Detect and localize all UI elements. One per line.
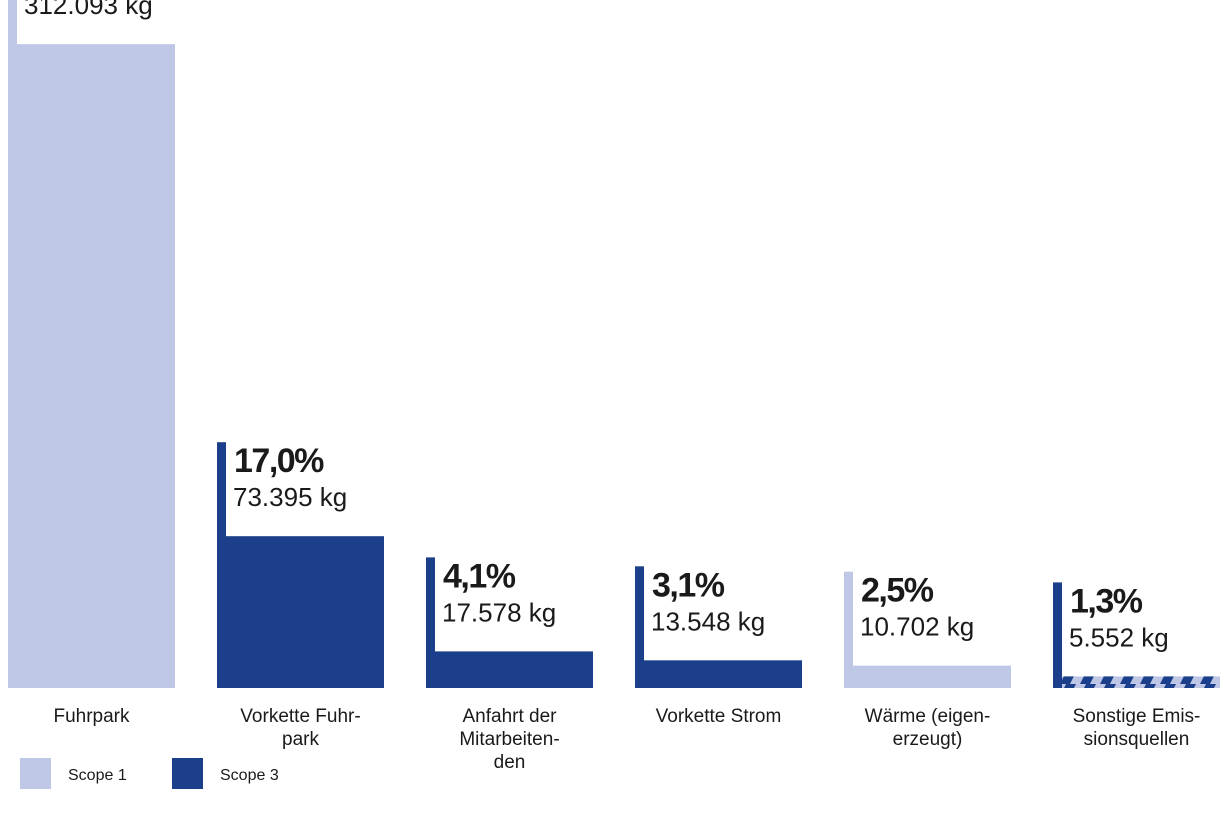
legend-swatch-0 [20,758,51,789]
value-label-5: 5.552 kg [1069,622,1169,652]
legend-label-0: Scope 1 [68,767,127,784]
value-label-0: 312.093 kg [24,0,153,20]
legend: Scope 1 Scope 3 [20,758,279,789]
percent-label-5: 1,3% [1070,582,1143,620]
bar-1 [217,536,384,688]
legend-swatch-1 [172,758,203,789]
category-label-2: Anfahrt der Mitarbeiten-den [459,706,559,773]
bar-2 [426,651,593,688]
percent-label-4: 2,5% [861,572,934,610]
category-label-5: Sonstige Emis-sionsquellen [1073,706,1201,750]
percent-label-1: 17,0% [234,442,324,480]
value-label-4: 10.702 kg [860,612,974,642]
value-label-2: 17.578 kg [442,597,556,627]
bar-0 [8,44,175,689]
bar-5 [1053,676,1220,688]
bar-marker-0 [8,0,17,689]
category-label-3: Vorkette Strom [656,706,782,727]
category-label-1: Vorkette Fuhr-park [240,706,360,750]
category-label-4: Wärme (eigen-erzeugt) [865,706,991,750]
percent-label-3: 3,1% [652,566,725,604]
value-label-1: 73.395 kg [233,482,347,512]
bar-marker-2 [426,557,435,688]
category-label-0: Fuhrpark [53,706,130,727]
value-label-3: 13.548 kg [651,606,765,636]
bars-group [8,0,1220,689]
legend-label-1: Scope 3 [220,767,279,784]
bar-marker-4 [844,571,853,688]
bar-4 [844,665,1011,688]
bar-3 [635,660,802,688]
bar-marker-1 [217,442,226,688]
bar-marker-3 [635,566,644,688]
percent-label-2: 4,1% [443,557,516,595]
bar-marker-5 [1053,582,1062,688]
